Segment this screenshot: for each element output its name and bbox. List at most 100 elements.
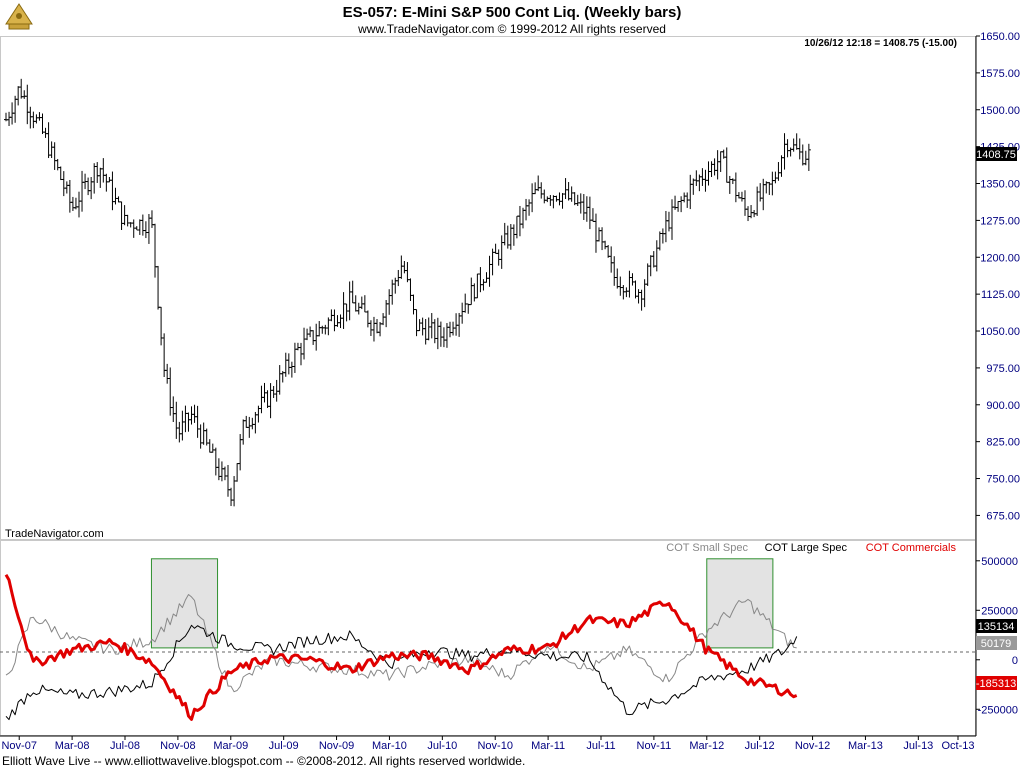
price-bar — [119, 201, 124, 231]
cot-panel-frame — [0, 540, 976, 736]
price-bar — [265, 390, 270, 408]
price-bar — [171, 396, 176, 422]
price-bar — [347, 281, 352, 321]
price-bar — [460, 302, 465, 324]
price-bar — [210, 443, 215, 453]
price-bar — [487, 255, 492, 287]
legend-commercials: COT Commercials — [866, 542, 957, 554]
cot-commercials-line — [4, 574, 798, 721]
price-bar — [61, 171, 66, 197]
x-axis-tick-label: Jul-10 — [427, 740, 457, 752]
price-bar — [600, 227, 605, 251]
price-bar — [749, 205, 754, 219]
price-bar — [76, 191, 81, 218]
price-bar — [603, 240, 608, 250]
price-bar — [724, 147, 729, 183]
price-bar — [131, 219, 136, 238]
price-bar — [177, 421, 182, 443]
price-bar — [22, 90, 27, 99]
price-last-value: 1408.75 — [976, 149, 1016, 161]
cot-small-spec-line — [5, 594, 797, 693]
price-bars — [4, 78, 811, 507]
price-bar — [615, 268, 620, 289]
price-bar — [694, 170, 699, 186]
price-bar — [609, 246, 614, 273]
legend-large-spec: COT Large Spec — [765, 542, 848, 554]
x-axis-tick-label: Jul-09 — [269, 740, 299, 752]
price-bar — [542, 189, 547, 204]
price-bar — [566, 182, 571, 201]
price-bar — [405, 262, 410, 283]
price-bar — [314, 323, 319, 351]
price-bar — [636, 289, 641, 304]
price-bar — [259, 385, 264, 414]
price-bar — [782, 133, 787, 170]
price-bar — [624, 287, 629, 298]
cot-axis-tick-label: 500000 — [981, 556, 1018, 568]
price-bar — [16, 86, 21, 106]
price-bar — [247, 416, 252, 438]
price-axis: 1650.001575.001500.001425.001350.001275.… — [976, 31, 1020, 522]
price-bar — [311, 330, 316, 345]
price-bar — [612, 256, 617, 286]
price-bar — [557, 192, 562, 206]
price-bar — [548, 195, 553, 206]
price-bar — [481, 279, 486, 291]
price-bar — [441, 327, 446, 348]
price-bar — [98, 167, 103, 188]
price-bar — [435, 317, 440, 350]
price-bar — [207, 439, 212, 453]
price-bar — [575, 194, 580, 207]
price-bar — [806, 143, 811, 171]
price-bar — [417, 319, 422, 332]
price-bar — [627, 270, 632, 298]
x-axis-tick-label: Nov-08 — [160, 740, 195, 752]
price-bar — [499, 235, 504, 269]
price-axis-tick-label: 825.00 — [986, 437, 1020, 449]
price-bar — [67, 179, 72, 213]
price-panel-frame — [0, 36, 976, 540]
highlight-boxes — [150, 558, 774, 649]
price-bar — [590, 208, 595, 222]
price-bar — [134, 226, 139, 231]
legend-small-spec: COT Small Spec — [666, 542, 748, 554]
price-bar — [739, 191, 744, 202]
price-bar — [362, 295, 367, 313]
price-bar — [584, 196, 589, 222]
price-bar — [43, 127, 48, 138]
price-axis-tick-label: 1200.00 — [980, 252, 1020, 264]
price-bar — [539, 182, 544, 199]
price-bar — [159, 306, 164, 346]
price-bar — [86, 177, 91, 196]
cot-last-commercials: -185313 — [976, 678, 1016, 690]
price-bar — [800, 144, 805, 166]
price-axis-tick-label: 675.00 — [986, 510, 1020, 522]
price-bar — [527, 199, 532, 216]
price-bar — [411, 294, 416, 315]
price-bar — [277, 365, 282, 395]
price-bar — [511, 224, 516, 246]
price-bar — [475, 273, 480, 299]
price-bar — [803, 150, 808, 166]
price-bar — [268, 383, 273, 419]
price-bar — [742, 190, 747, 216]
price-axis-tick-label: 1050.00 — [980, 326, 1020, 338]
price-bar — [195, 405, 200, 438]
price-bar — [52, 142, 57, 170]
price-bar — [183, 405, 188, 433]
x-axis-tick-label: Jul-13 — [903, 740, 933, 752]
x-axis-tick-label: Nov-11 — [637, 740, 672, 752]
price-bar — [554, 195, 559, 202]
price-bar — [338, 314, 343, 329]
price-bar — [660, 228, 665, 244]
price-bar — [560, 193, 565, 209]
price-bar — [40, 113, 45, 135]
price-bar — [143, 221, 148, 239]
last-quote: 10/26/12 12:18 = 1408.75 (-15.00) — [804, 38, 957, 49]
cot-last-large-spec: 135134 — [978, 621, 1015, 633]
price-bar — [359, 296, 364, 310]
x-axis-tick-label: Oct-13 — [941, 740, 974, 752]
price-bar — [524, 198, 529, 221]
price-bar — [241, 419, 246, 445]
